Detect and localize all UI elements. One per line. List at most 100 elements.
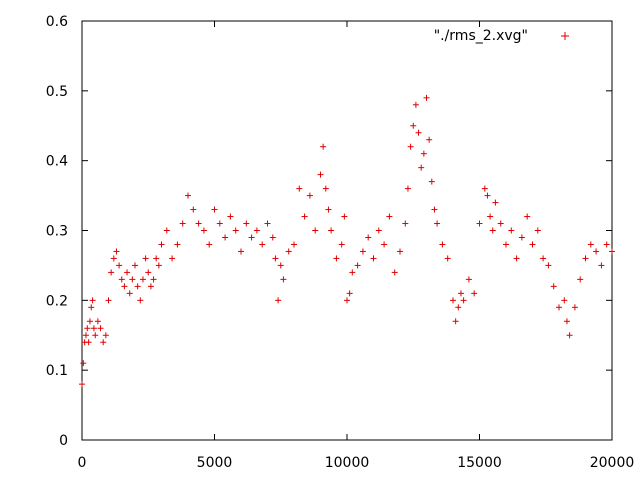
data-point	[489, 227, 496, 234]
data-point	[118, 276, 125, 283]
data-point	[269, 234, 276, 241]
data-point	[481, 185, 488, 192]
data-point	[110, 255, 117, 262]
data-point	[346, 290, 353, 297]
data-point	[487, 213, 494, 220]
legend: "./rms_2.xvg"	[434, 28, 569, 44]
data-point	[407, 143, 414, 150]
data-point	[410, 122, 417, 129]
data-point	[129, 276, 136, 283]
data-point	[455, 304, 462, 311]
data-point	[404, 185, 411, 192]
data-point	[82, 332, 89, 339]
data-point	[550, 283, 557, 290]
x-tick-label: 20000	[590, 455, 635, 471]
data-point	[556, 304, 562, 311]
x-axis-tick-labels: 0 5000 10000 15000 20000	[78, 455, 635, 471]
data-point	[434, 220, 441, 227]
data-point	[503, 241, 509, 248]
data-point	[277, 262, 284, 269]
data-point	[84, 325, 91, 332]
data-point	[222, 234, 229, 241]
data-point	[200, 227, 207, 234]
data-point	[354, 262, 361, 269]
data-point	[349, 269, 356, 276]
data-point	[524, 213, 531, 220]
data-point	[85, 339, 92, 346]
data-point	[529, 241, 536, 248]
data-point	[132, 262, 138, 269]
data-point	[571, 304, 578, 311]
data-point	[497, 220, 504, 227]
data-point	[563, 318, 570, 325]
data-point	[121, 283, 128, 290]
data-point	[275, 297, 282, 304]
data-point	[609, 248, 615, 255]
data-point	[439, 241, 446, 248]
data-point	[142, 255, 149, 262]
data-point	[285, 248, 292, 255]
data-point	[508, 227, 515, 234]
data-point	[97, 325, 104, 332]
data-point	[134, 283, 141, 290]
data-point	[426, 136, 433, 143]
x-tick-label: 5000	[197, 455, 233, 471]
plot-area	[81, 20, 613, 441]
data-point	[415, 129, 422, 136]
y-tick-label: 0.5	[46, 84, 68, 100]
data-point	[513, 255, 520, 262]
data-point	[561, 297, 568, 304]
data-point	[126, 290, 133, 297]
data-point	[137, 297, 144, 304]
legend-marker	[561, 32, 569, 40]
data-point	[333, 255, 340, 262]
data-point	[391, 269, 398, 276]
data-point	[113, 248, 120, 255]
data-point	[88, 304, 95, 311]
data-point	[397, 248, 403, 255]
data-point	[312, 227, 319, 234]
data-point	[317, 171, 324, 178]
data-point	[577, 276, 584, 283]
data-point	[174, 241, 181, 248]
data-point	[190, 206, 197, 213]
data-point	[79, 381, 85, 388]
data-point	[484, 192, 491, 199]
y-tick-label: 0	[59, 433, 68, 449]
data-point	[102, 332, 109, 339]
data-point	[534, 227, 541, 234]
data-point	[306, 192, 313, 199]
data-point	[381, 241, 388, 248]
data-point	[232, 227, 239, 234]
data-point	[155, 262, 162, 269]
data-point	[341, 213, 348, 220]
data-point	[145, 269, 152, 276]
data-point	[540, 255, 547, 262]
data-point	[195, 220, 202, 227]
data-point	[375, 227, 382, 234]
y-tick-label: 0.3	[46, 224, 68, 240]
data-point	[124, 269, 131, 276]
data-point	[603, 241, 610, 248]
data-point	[325, 206, 332, 213]
data-point	[264, 220, 271, 227]
data-point	[90, 325, 97, 332]
data-point	[320, 143, 327, 150]
y-tick-label: 0.6	[46, 14, 68, 30]
data-point	[238, 248, 244, 255]
data-point	[108, 269, 115, 276]
data-point	[94, 318, 101, 325]
data-point	[359, 248, 366, 255]
data-point	[253, 227, 260, 234]
data-point	[465, 276, 472, 283]
data-point	[322, 185, 329, 192]
data-point	[428, 178, 435, 185]
data-point	[386, 213, 393, 220]
data-point	[291, 241, 297, 248]
data-point	[105, 297, 112, 304]
y-tick-label: 0.1	[46, 363, 68, 379]
data-point	[259, 241, 266, 248]
legend-label: "./rms_2.xvg"	[434, 28, 528, 44]
data-point	[227, 213, 234, 220]
data-point	[444, 255, 451, 262]
